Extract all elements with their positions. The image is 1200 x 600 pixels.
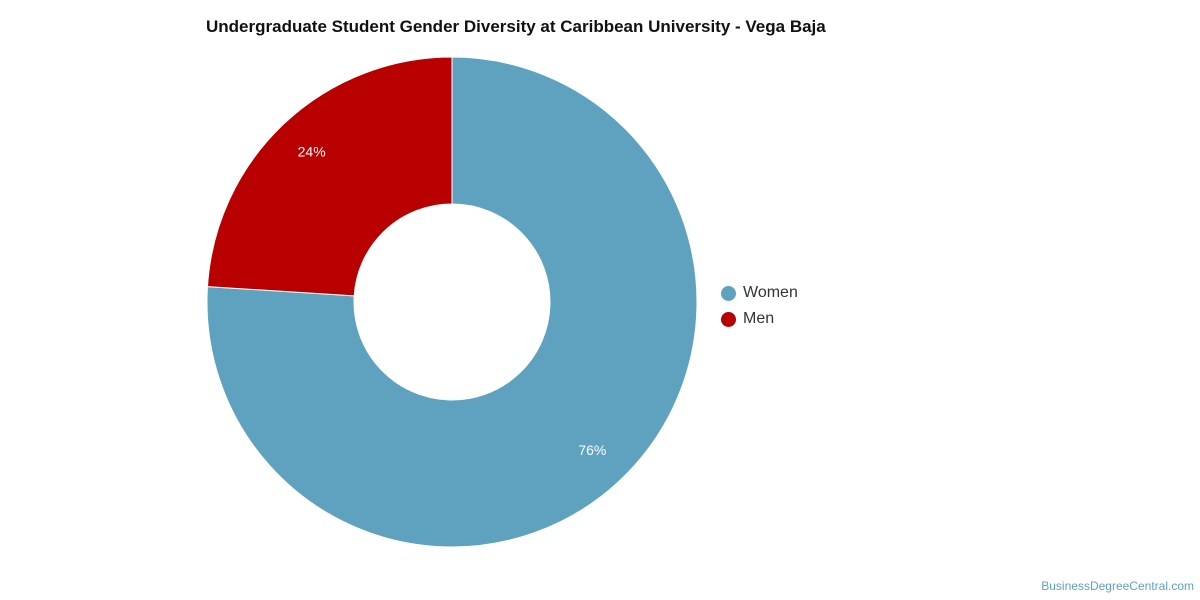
chart-legend: Women Men	[721, 280, 798, 332]
slice-men[interactable]	[206, 56, 453, 297]
chart-title: Undergraduate Student Gender Diversity a…	[206, 17, 826, 36]
site-watermark[interactable]: BusinessDegreeCentral.com	[1041, 579, 1194, 593]
legend-swatch-men	[721, 311, 736, 327]
legend-swatch-women	[721, 285, 736, 301]
data-label-men: 24%	[298, 143, 326, 159]
data-label-women: 76%	[578, 442, 606, 458]
legend-label-women: Women	[743, 284, 798, 301]
legend-label-men: Men	[743, 310, 775, 327]
slice-women[interactable]	[206, 56, 698, 548]
legend-item-women[interactable]: Women	[721, 280, 798, 306]
legend-item-men[interactable]: Men	[721, 306, 798, 332]
